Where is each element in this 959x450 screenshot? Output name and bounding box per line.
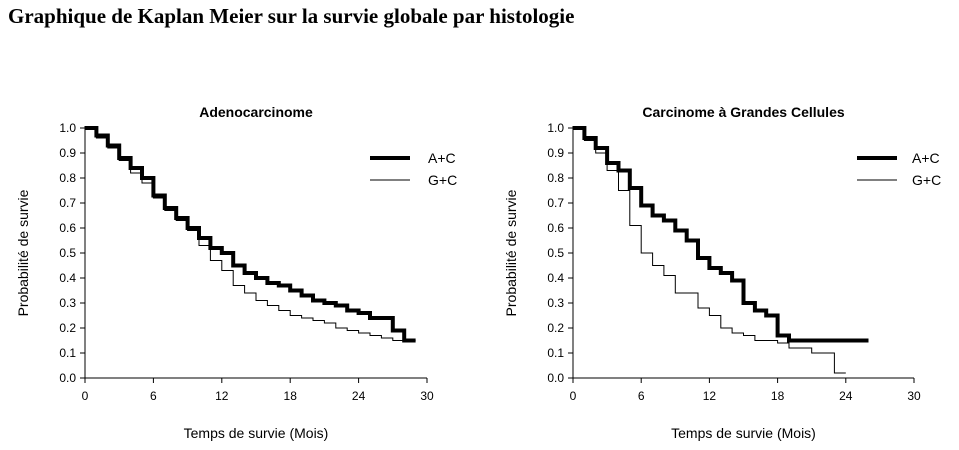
- chart-1-x-tick-label: 30: [420, 389, 434, 403]
- chart-1-y-tick-label: 0.9: [59, 146, 76, 160]
- chart-2-y-tick-label: 0.1: [547, 346, 564, 360]
- chart-1-legend-label: G+C: [428, 172, 457, 188]
- chart-2-y-tick-label: 0.5: [547, 246, 564, 260]
- chart-1-y-tick-label: 0.3: [59, 296, 76, 310]
- chart-2-legend-label: A+C: [912, 150, 940, 166]
- chart-2-y-axis-label: Probabilité de survie: [503, 189, 519, 316]
- chart-2-legend-label: G+C: [912, 172, 941, 188]
- chart-1-y-tick-label: 0.8: [59, 171, 76, 185]
- chart-2-y-tick-label: 0.7: [547, 196, 564, 210]
- chart-1-x-tick-label: 0: [82, 389, 89, 403]
- chart-1-y-tick-label: 0.5: [59, 246, 76, 260]
- chart-1-y-tick-label: 0.7: [59, 196, 76, 210]
- chart-2-x-tick-label: 24: [839, 389, 853, 403]
- chart-1-x-tick-label: 12: [215, 389, 229, 403]
- chart-1-x-tick-label: 6: [150, 389, 157, 403]
- chart-2-x-axis-label: Temps de survie (Mois): [671, 425, 816, 441]
- chart-1-x-tick-label: 24: [352, 389, 366, 403]
- chart-1-y-tick-label: 1.0: [59, 121, 76, 135]
- chart-2-y-tick-label: 1.0: [547, 121, 564, 135]
- chart-1-y-tick-label: 0.4: [59, 271, 76, 285]
- chart-2-y-tick-label: 0.3: [547, 296, 564, 310]
- page-title: Graphique de Kaplan Meier sur la survie …: [8, 4, 575, 28]
- chart-1-series-GC-line: [85, 127, 416, 341]
- chart-1-title: Adenocarcinome: [199, 104, 313, 120]
- chart-1-x-axis-label: Temps de survie (Mois): [184, 425, 329, 441]
- chart-2-y-tick-label: 0.6: [547, 221, 564, 235]
- chart-2-y-tick-label: 0.4: [547, 271, 564, 285]
- chart-1-y-tick-label: 0.6: [59, 221, 76, 235]
- chart-2-x-tick-label: 0: [570, 389, 577, 403]
- chart-2-y-tick-label: 0.0: [547, 371, 564, 385]
- chart-2-y-tick-label: 0.2: [547, 321, 564, 335]
- chart-1-y-axis-label: Probabilité de survie: [15, 189, 31, 316]
- chart-2-title: Carcinome à Grandes Cellules: [642, 104, 845, 120]
- chart-2-y-tick-label: 0.8: [547, 171, 564, 185]
- chart-1-y-tick-label: 0.1: [59, 346, 76, 360]
- chart-2-series-AC-line: [573, 126, 869, 343]
- chart-1-y-tick-label: 0.0: [59, 371, 76, 385]
- chart-2-x-tick-label: 18: [771, 389, 785, 403]
- chart-1-series-AC-line: [85, 126, 416, 343]
- chart-1-y-tick-label: 0.2: [59, 321, 76, 335]
- chart-1-x-tick-label: 18: [284, 389, 298, 403]
- chart-1-legend-label: A+C: [428, 150, 456, 166]
- chart-2-x-tick-label: 30: [907, 389, 921, 403]
- chart-2-x-tick-label: 6: [638, 389, 645, 403]
- chart-2-y-tick-label: 0.9: [547, 146, 564, 160]
- chart-2-series-GC-line: [573, 127, 846, 374]
- chart-2-x-tick-label: 12: [703, 389, 717, 403]
